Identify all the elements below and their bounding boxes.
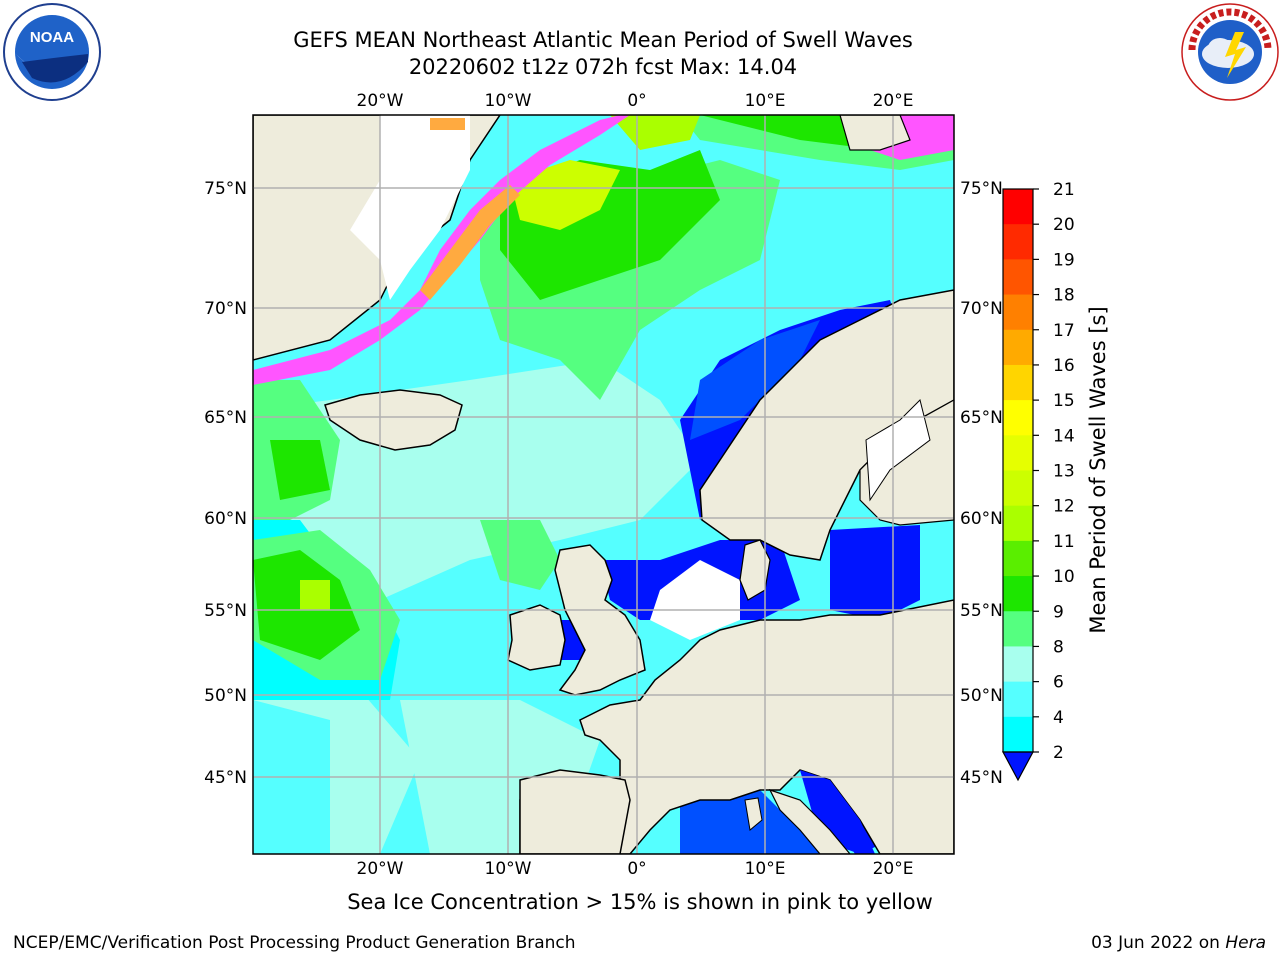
colorbar-segment [1003,646,1033,683]
credit-left: NCEP/EMC/Verification Post Processing Pr… [13,933,576,953]
chart-subtitle: 20220602 t12z 072h fcst Max: 14.04 [408,55,798,79]
lat-label-left: 60°N [204,509,247,529]
land-ireland [507,604,566,671]
colorbar-tick-label: 11 [1053,532,1075,552]
colorbar-tick-label: 14 [1053,426,1075,446]
lon-label-top: 10°E [745,91,786,111]
colorbar-segment [1003,259,1033,296]
lon-label-bottom: 10°E [745,859,786,879]
colorbar-segment [1003,470,1033,507]
chart-title: GEFS MEAN Northeast Atlantic Mean Period… [293,28,913,52]
colorbar-segment [1003,681,1033,718]
colorbar-tick-label: 16 [1053,356,1075,376]
colorbar-segment [1003,576,1033,612]
colorbar-tick-label: 9 [1053,602,1064,622]
map-frame [252,114,955,855]
colorbar: 21 20 19 18 17 16 15 14 13 12 11 10 9 8 6 4 2 [1001,180,1075,782]
colorbar-tick-label: 6 [1053,673,1064,693]
colorbar-segment [1003,505,1033,542]
land-iberia [519,769,631,854]
colorbar-tick-label: 21 [1053,180,1075,200]
colorbar-segment [1003,540,1033,577]
colorbar-tick-label: 12 [1053,497,1075,517]
colorbar-tick-label: 8 [1053,637,1064,657]
colorbar-tick-label: 13 [1053,462,1075,482]
lat-label-right: 45°N [960,768,1003,788]
lon-label-bottom: 20°W [357,859,404,879]
lon-label-bottom: 10°W [485,859,532,879]
colorbar-tick-label: 20 [1053,215,1075,235]
lat-label-right: 70°N [960,299,1003,319]
noaa-logo-text: NOAA [30,29,74,46]
credit-host: Hera [1225,933,1266,953]
lat-label-left: 55°N [204,601,247,621]
colorbar-segment [1003,716,1033,753]
lat-label-right: 65°N [960,408,1003,428]
colorbar-tick-label: 15 [1053,391,1075,411]
colorbar-extend-arrow [1001,751,1035,782]
colorbar-segment [1003,400,1033,436]
lon-label-top: 20°E [873,91,914,111]
land-italy [768,788,851,854]
colorbar-segment [1003,435,1033,471]
field-12-14s [510,160,620,230]
land-iceland [324,389,463,451]
lat-label-right: 55°N [960,601,1003,621]
colorbar-tick-label: 17 [1053,321,1075,341]
noaa-logo: NOAA [3,3,101,101]
lon-label-bottom: 20°E [873,859,914,879]
sea-ice-band [253,115,630,385]
lon-label-bottom: 0° [627,859,646,879]
lat-label-left: 70°N [204,299,247,319]
lat-label-left: 45°N [204,768,247,788]
lat-label-right: 60°N [960,509,1003,529]
lon-label-top: 10°W [485,91,532,111]
colorbar-segment [1003,294,1033,331]
lon-label-top: 0° [627,91,646,111]
graticule [253,115,954,854]
credit-date: 03 Jun 2022 on [1091,933,1226,953]
colorbar-tick-label: 4 [1053,708,1064,728]
lat-label-left: 75°N [204,179,247,199]
lat-label-right: 75°N [960,179,1003,199]
colorbar-tick-label: 2 [1053,743,1064,763]
lat-label-left: 65°N [204,408,247,428]
colorbar-segment [1003,611,1033,647]
colorbar-tick-label: 10 [1053,567,1075,587]
lat-label-right: 50°N [960,686,1003,706]
sea-ice-note: Sea Ice Concentration > 15% is shown in … [347,890,933,914]
colorbar-label: Mean Period of Swell Waves [s] [1086,306,1110,633]
colorbar-tick-label: 19 [1053,250,1075,270]
colorbar-segment [1003,364,1033,401]
credit-right: 03 Jun 2022 on Hera [1091,933,1266,953]
nws-logo [1181,3,1279,101]
colorbar-segment [1003,329,1033,366]
colorbar-tick-label: 18 [1053,286,1075,306]
lat-label-left: 50°N [204,686,247,706]
lon-label-top: 20°W [357,91,404,111]
colorbar-segment [1003,189,1033,225]
colorbar-segment [1003,224,1033,260]
